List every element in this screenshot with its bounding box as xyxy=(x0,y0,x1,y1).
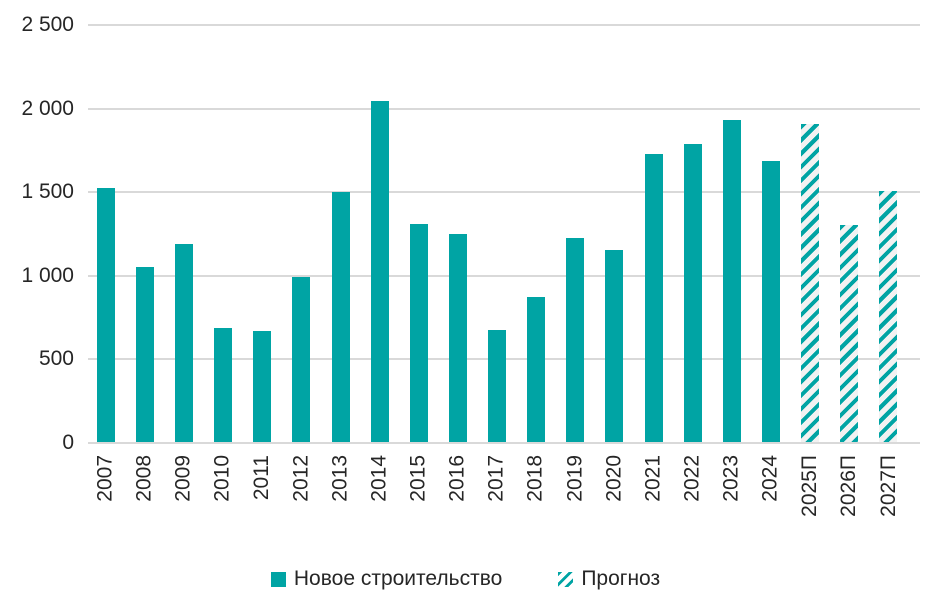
bar-2022 xyxy=(683,143,702,442)
bar-2010 xyxy=(214,327,233,442)
y-tick-label-500: 500 xyxy=(38,347,74,371)
x-tick-label-2010: 2010 xyxy=(211,455,235,502)
x-tick-label-2019: 2019 xyxy=(563,455,587,502)
x-tick-label-2015: 2015 xyxy=(406,455,430,502)
bar-2011 xyxy=(253,330,272,442)
x-tick-label-2018: 2018 xyxy=(524,455,548,502)
bar-2007 xyxy=(96,187,115,442)
x-tick-label-2020: 2020 xyxy=(602,455,626,502)
gridline-2500 xyxy=(88,24,920,26)
x-tick-label-2011: 2011 xyxy=(250,455,274,501)
x-tick-label-2027П: 2027П xyxy=(876,455,900,517)
y-tick-label-2000: 2 000 xyxy=(21,96,74,120)
x-tick-label-2026П: 2026П xyxy=(837,455,861,517)
bar-2013 xyxy=(331,192,350,442)
legend: Новое строительство Прогноз xyxy=(0,564,931,594)
gridline-1000 xyxy=(88,274,920,277)
legend-item-forecast: Прогноз xyxy=(558,567,660,591)
legend-swatch-solid-icon xyxy=(270,571,286,587)
bar-2008 xyxy=(135,267,154,442)
x-tick-label-2007: 2007 xyxy=(93,455,117,502)
bar-2014 xyxy=(370,100,389,442)
bar-2017 xyxy=(488,330,506,442)
bar-2018 xyxy=(527,297,546,442)
x-tick-label-2023: 2023 xyxy=(719,455,743,502)
forecast-bar-2027П xyxy=(879,191,898,442)
legend-label-new-construction: Новое строительство xyxy=(293,567,503,590)
y-tick-label-1000: 1 000 xyxy=(21,263,74,287)
bar-2016 xyxy=(448,233,467,442)
gridline-1500 xyxy=(88,191,920,194)
bar-2020 xyxy=(605,249,624,442)
y-tick-label-0: 0 xyxy=(62,431,74,454)
x-tick-label-2012: 2012 xyxy=(289,455,313,502)
x-tick-label-2021: 2021 xyxy=(641,455,665,502)
legend-swatch-hatched-icon xyxy=(558,571,574,587)
x-tick-label-2014: 2014 xyxy=(367,455,391,502)
bar-2024 xyxy=(761,161,780,442)
x-tick-label-2009: 2009 xyxy=(171,455,195,502)
legend-label-forecast: Прогноз xyxy=(581,567,661,590)
forecast-bar-2026П xyxy=(840,224,859,442)
bar-2009 xyxy=(175,243,193,442)
bar-2023 xyxy=(722,120,741,442)
x-tick-label-2017: 2017 xyxy=(485,455,508,502)
x-tick-label-2022: 2022 xyxy=(680,455,704,502)
bar-2021 xyxy=(644,153,663,442)
bar-2015 xyxy=(409,223,428,442)
x-axis-line xyxy=(88,442,920,444)
y-tick-label-2500: 2 500 xyxy=(21,13,74,36)
x-tick-label-2013: 2013 xyxy=(328,455,352,502)
forecast-bar-2025П xyxy=(801,124,819,442)
bar-2012 xyxy=(292,276,311,442)
bar-2019 xyxy=(566,238,585,442)
x-tick-label-2025П: 2025П xyxy=(798,455,822,517)
legend-item-new-construction: Новое строительство xyxy=(270,567,503,591)
x-tick-label-2008: 2008 xyxy=(132,455,156,502)
y-tick-label-1500: 1 500 xyxy=(21,180,74,204)
gridline-2000 xyxy=(88,107,920,110)
x-tick-label-2016: 2016 xyxy=(445,455,469,502)
x-tick-label-2024: 2024 xyxy=(758,455,782,502)
